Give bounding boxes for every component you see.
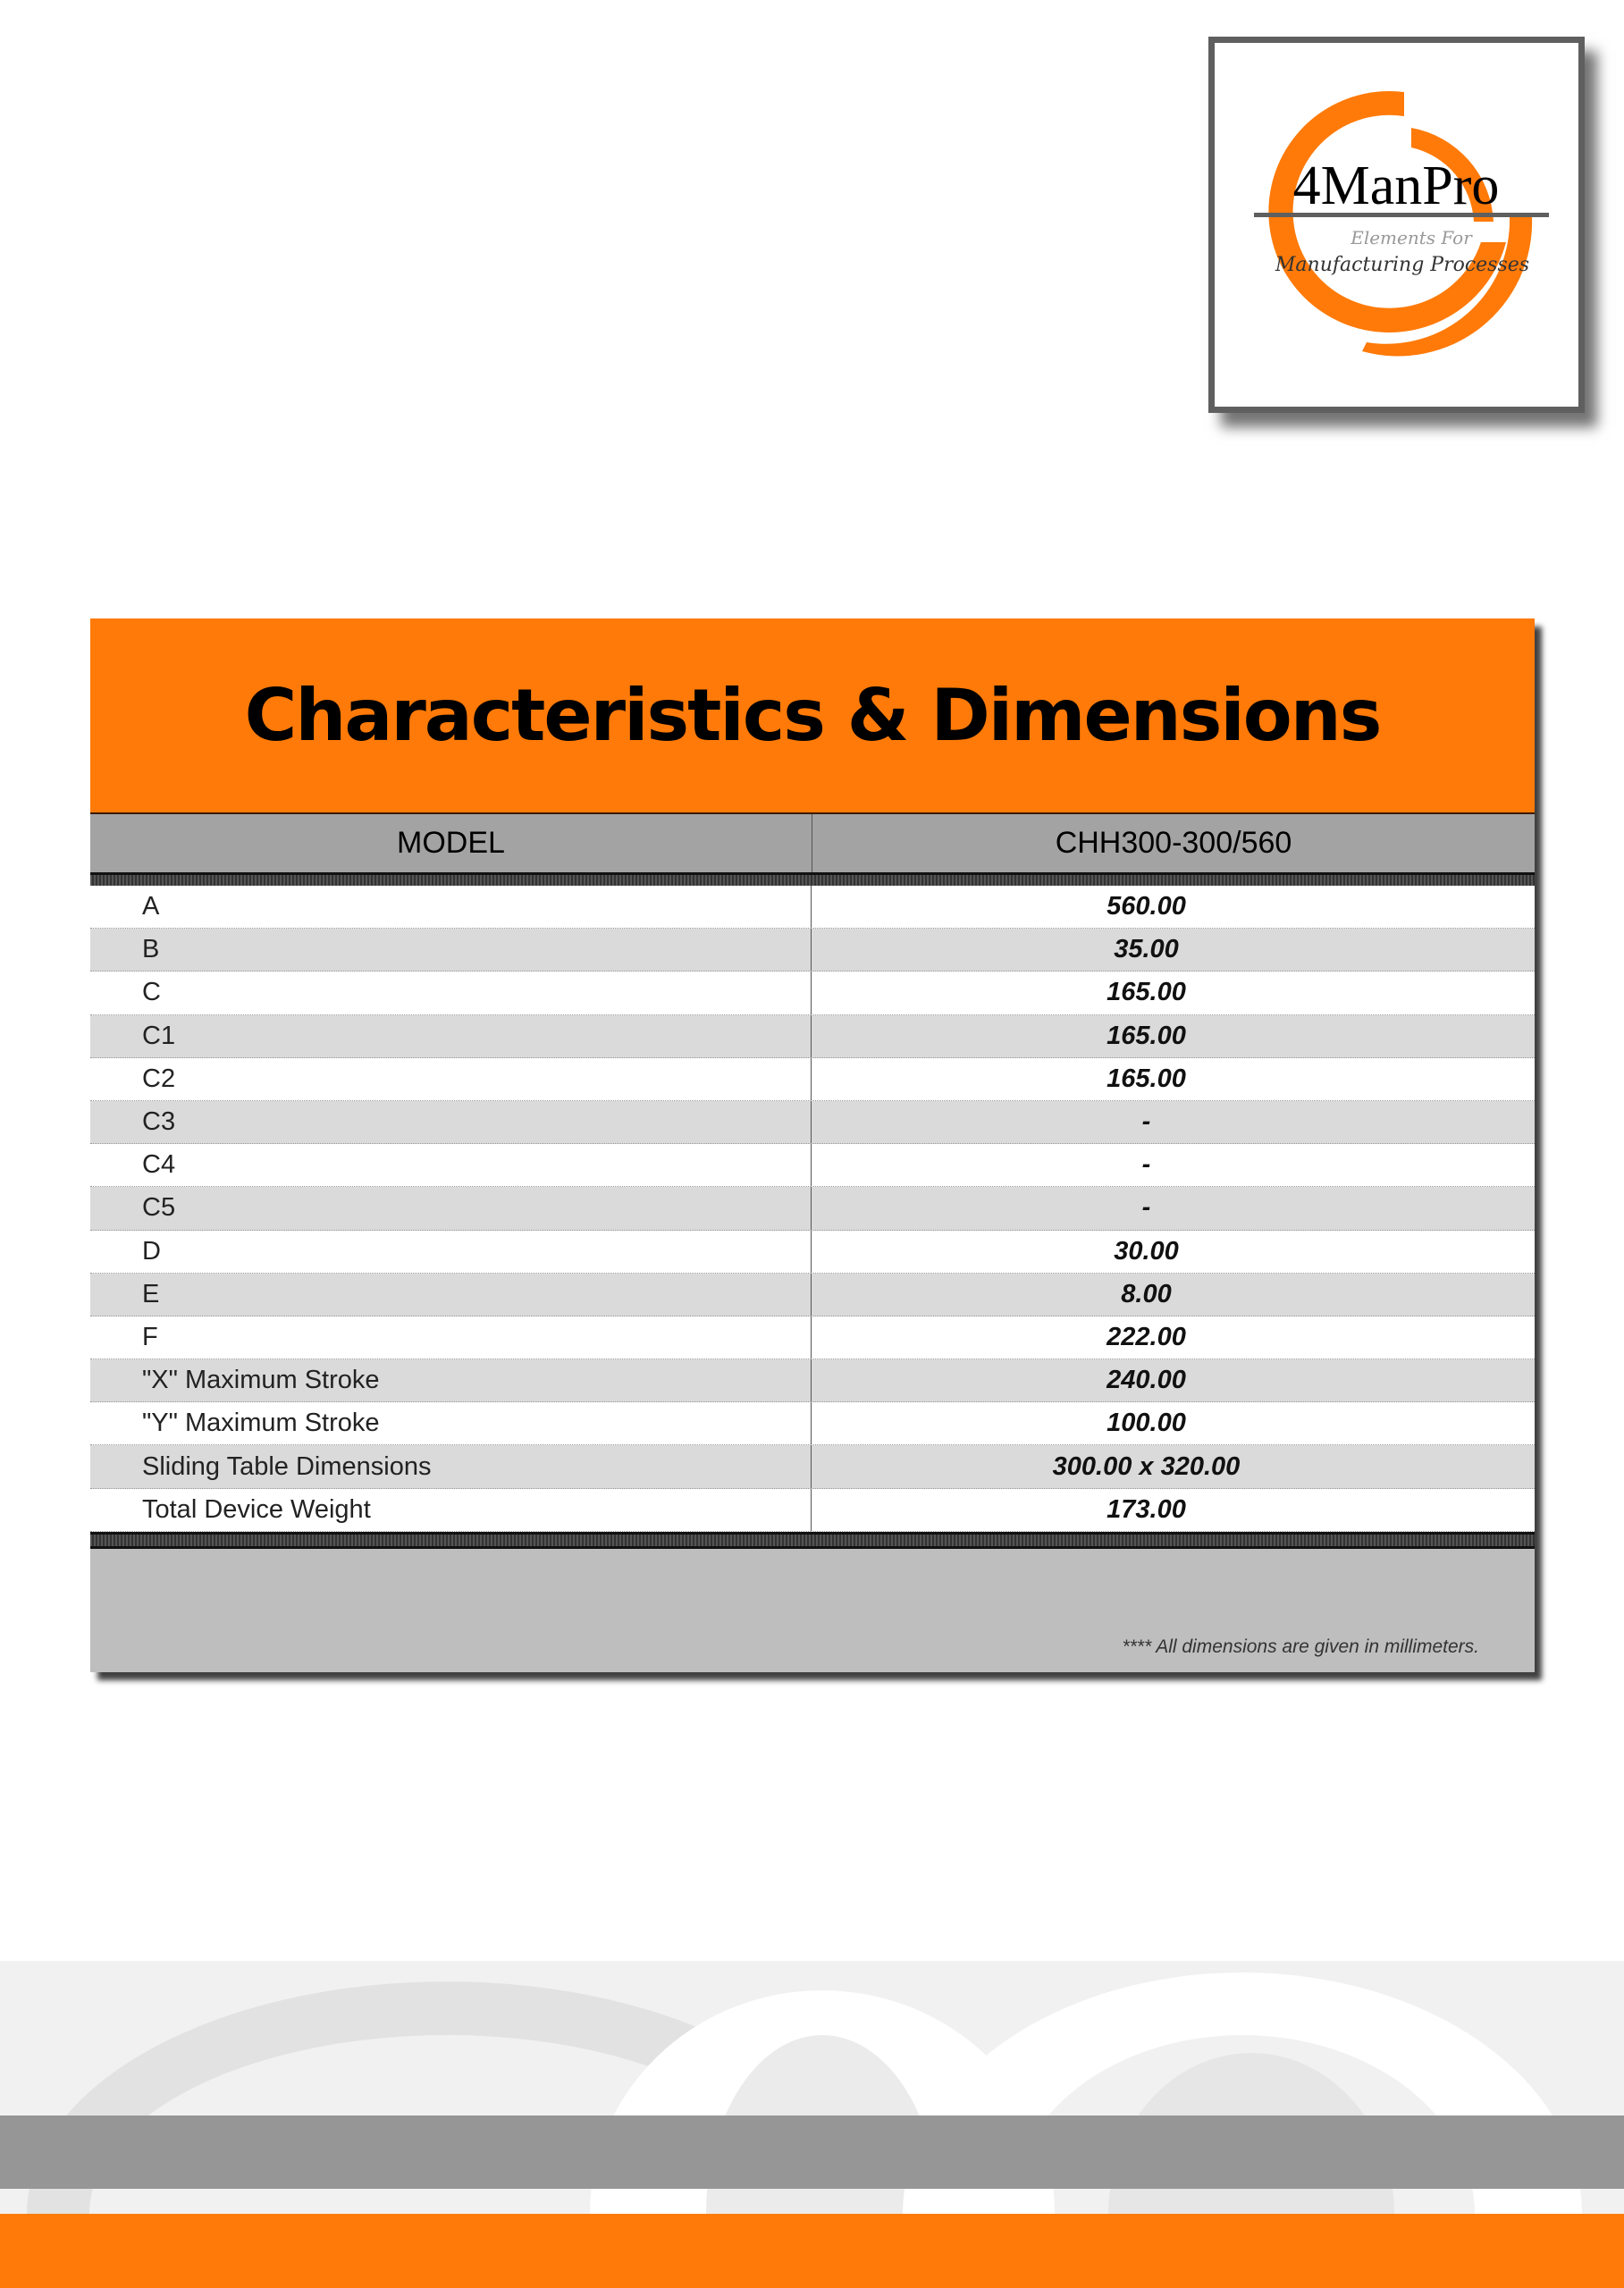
table-body: A 560.00 B 35.00 C 165.00 C1 165.00 C2 165.00 C3- C… [90, 886, 1535, 1532]
table-row: A 560.00 [90, 886, 1535, 930]
table-row: "Y" Maximum Stroke 100.00 [90, 1402, 1535, 1446]
row-value: 35.00 [1114, 935, 1179, 964]
row-value: - [1141, 1107, 1151, 1137]
table-row: E 8.00 [90, 1273, 1535, 1316]
table-row: "X" Maximum Stroke 240.00 [90, 1359, 1535, 1403]
row-label: A [90, 886, 812, 929]
row-value: 100.00 [1107, 1409, 1186, 1438]
row-label: C1 [90, 1014, 812, 1057]
logo-tagline-2: Manufacturing Processes [1275, 254, 1529, 276]
table-title-bar: Characteristics & Dimensions [90, 618, 1535, 814]
row-label: Total Device Weight [90, 1488, 812, 1531]
logo-graphic: 4ManPro Elements For Manufacturing Proce… [1254, 90, 1549, 357]
row-value: 173.00 [1107, 1494, 1186, 1524]
row-value: 165.00 [1107, 1021, 1186, 1050]
row-value: - [1141, 1193, 1151, 1223]
footer-gray-band [0, 2116, 1624, 2189]
table-row: Total Device Weight 173.00 [90, 1488, 1535, 1532]
row-label: E [90, 1273, 812, 1316]
table-row: B 35.00 [90, 929, 1535, 972]
table-header-row: MODEL CHH300-300/560 [90, 814, 1535, 872]
dimensions-table: Characteristics & Dimensions MODEL CHH30… [90, 618, 1535, 1672]
table-row: C4 - [90, 1144, 1535, 1188]
units-note: **** All dimensions are given in millime… [1122, 1636, 1479, 1657]
company-logo: 4ManPro Elements For Manufacturing Proce… [1208, 37, 1585, 413]
row-label: C2 [90, 1057, 812, 1100]
divider-band [90, 1532, 1535, 1549]
logo-brand: 4ManPro [1293, 156, 1500, 216]
row-label: F [90, 1316, 812, 1359]
row-label: C3 [90, 1100, 812, 1144]
table-row: C1 165.00 [90, 1014, 1535, 1058]
row-value: 240.00 [1107, 1366, 1186, 1395]
row-value: 165.00 [1107, 1064, 1186, 1093]
table-title: Characteristics & Dimensions [244, 674, 1383, 757]
table-row: C 165.00 [90, 972, 1535, 1015]
row-value: 222.00 [1107, 1322, 1186, 1351]
table-row: F 222.00 [90, 1316, 1535, 1360]
row-label: B [90, 929, 812, 972]
table-row: C5 - [90, 1187, 1535, 1231]
header-model-label: MODEL [90, 814, 812, 872]
footer-orange-band [0, 2214, 1624, 2288]
row-value: 8.00 [1121, 1279, 1172, 1308]
row-label: Sliding Table Dimensions [90, 1445, 812, 1488]
table-row: C2 165.00 [90, 1057, 1535, 1101]
row-label: D [90, 1230, 812, 1273]
row-label: "X" Maximum Stroke [90, 1359, 812, 1402]
row-value: 165.00 [1107, 978, 1186, 1007]
table-footer: **** All dimensions are given in millime… [90, 1544, 1535, 1672]
row-label: "Y" Maximum Stroke [90, 1402, 812, 1445]
row-label: C4 [90, 1144, 812, 1187]
row-value: 30.00 [1114, 1236, 1179, 1266]
row-value: 300.00 x 320.00 [1052, 1451, 1241, 1481]
table-row: C3 - [90, 1100, 1535, 1145]
row-value: - [1141, 1150, 1151, 1180]
row-label: C5 [90, 1187, 812, 1230]
table-row: Sliding Table Dimensions 300.00 x 320.00 [90, 1445, 1535, 1489]
table-row: D 30.00 [90, 1230, 1535, 1274]
logo-tagline-1: Elements For [1350, 227, 1473, 248]
row-label: C [90, 972, 812, 1014]
row-value: 560.00 [1107, 892, 1186, 921]
header-model-value: CHH300-300/560 [1055, 826, 1292, 860]
